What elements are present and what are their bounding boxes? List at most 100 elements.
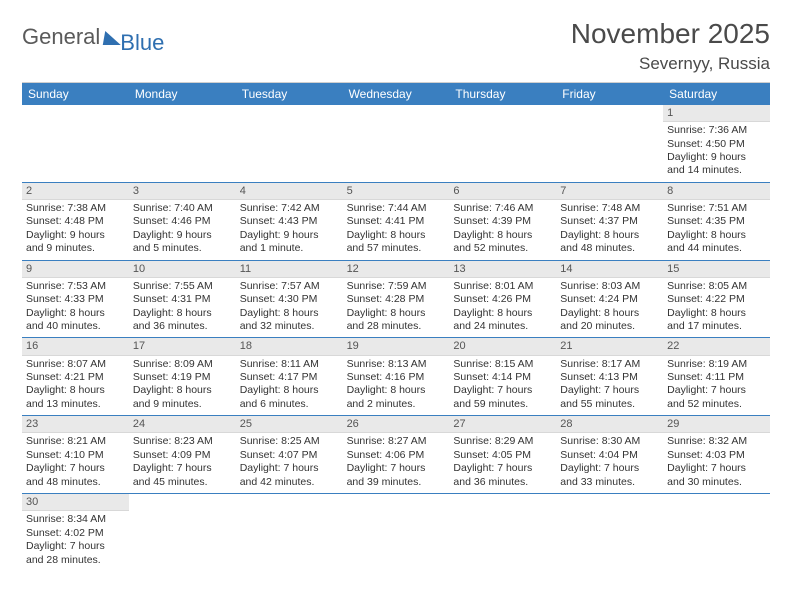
day-number: 3 [129, 183, 236, 200]
day-number: 24 [129, 416, 236, 433]
day-day1: Daylight: 7 hours [667, 462, 766, 475]
day-sunset: Sunset: 4:09 PM [133, 449, 232, 462]
day-day2: and 5 minutes. [133, 242, 232, 255]
empty-day-cell [129, 494, 236, 571]
week-row: 1Sunrise: 7:36 AMSunset: 4:50 PMDaylight… [22, 105, 770, 183]
day-cell: 14Sunrise: 8:03 AMSunset: 4:24 PMDayligh… [556, 261, 663, 338]
day-day2: and 2 minutes. [347, 398, 446, 411]
day-cell: 17Sunrise: 8:09 AMSunset: 4:19 PMDayligh… [129, 338, 236, 415]
day-sunset: Sunset: 4:28 PM [347, 293, 446, 306]
weekday-header: Friday [556, 83, 663, 105]
day-body: Sunrise: 7:48 AMSunset: 4:37 PMDaylight:… [556, 200, 663, 260]
day-number: 6 [449, 183, 556, 200]
weekday-header: Monday [129, 83, 236, 105]
empty-day-cell [343, 494, 450, 571]
day-day1: Daylight: 8 hours [667, 229, 766, 242]
week-row: 16Sunrise: 8:07 AMSunset: 4:21 PMDayligh… [22, 338, 770, 416]
day-sunset: Sunset: 4:21 PM [26, 371, 125, 384]
empty-day-cell [449, 494, 556, 571]
day-day1: Daylight: 8 hours [667, 307, 766, 320]
day-number: 5 [343, 183, 450, 200]
day-body: Sunrise: 7:42 AMSunset: 4:43 PMDaylight:… [236, 200, 343, 260]
month-title: November 2025 [571, 18, 770, 50]
day-body: Sunrise: 7:55 AMSunset: 4:31 PMDaylight:… [129, 278, 236, 338]
title-block: November 2025 Severnyy, Russia [571, 18, 770, 74]
day-day1: Daylight: 8 hours [26, 384, 125, 397]
day-day2: and 17 minutes. [667, 320, 766, 333]
day-cell: 30Sunrise: 8:34 AMSunset: 4:02 PMDayligh… [22, 494, 129, 571]
day-sunrise: Sunrise: 7:59 AM [347, 280, 446, 293]
day-day2: and 59 minutes. [453, 398, 552, 411]
day-number: 19 [343, 338, 450, 355]
day-sunset: Sunset: 4:30 PM [240, 293, 339, 306]
day-day2: and 39 minutes. [347, 476, 446, 489]
day-day1: Daylight: 7 hours [240, 462, 339, 475]
day-number: 8 [663, 183, 770, 200]
day-day1: Daylight: 8 hours [453, 307, 552, 320]
day-cell: 28Sunrise: 8:30 AMSunset: 4:04 PMDayligh… [556, 416, 663, 493]
day-sunset: Sunset: 4:07 PM [240, 449, 339, 462]
logo-text-blue: Blue [120, 30, 164, 56]
day-number: 26 [343, 416, 450, 433]
header: General Blue November 2025 Severnyy, Rus… [22, 18, 770, 74]
day-day1: Daylight: 7 hours [560, 462, 659, 475]
day-cell: 15Sunrise: 8:05 AMSunset: 4:22 PMDayligh… [663, 261, 770, 338]
day-day1: Daylight: 9 hours [240, 229, 339, 242]
day-sunrise: Sunrise: 8:21 AM [26, 435, 125, 448]
day-day2: and 55 minutes. [560, 398, 659, 411]
empty-day-cell [663, 494, 770, 571]
day-day1: Daylight: 8 hours [240, 307, 339, 320]
day-cell: 8Sunrise: 7:51 AMSunset: 4:35 PMDaylight… [663, 183, 770, 260]
day-sunrise: Sunrise: 8:13 AM [347, 358, 446, 371]
day-day2: and 9 minutes. [133, 398, 232, 411]
day-cell: 22Sunrise: 8:19 AMSunset: 4:11 PMDayligh… [663, 338, 770, 415]
day-number: 14 [556, 261, 663, 278]
empty-day-cell [556, 105, 663, 182]
day-sunrise: Sunrise: 8:32 AM [667, 435, 766, 448]
day-number: 27 [449, 416, 556, 433]
day-body: Sunrise: 8:25 AMSunset: 4:07 PMDaylight:… [236, 433, 343, 493]
day-sunrise: Sunrise: 8:01 AM [453, 280, 552, 293]
weekday-header: Sunday [22, 83, 129, 105]
location: Severnyy, Russia [571, 54, 770, 74]
day-day2: and 57 minutes. [347, 242, 446, 255]
day-day1: Daylight: 9 hours [133, 229, 232, 242]
week-row: 30Sunrise: 8:34 AMSunset: 4:02 PMDayligh… [22, 494, 770, 571]
logo: General Blue [22, 18, 170, 50]
day-day2: and 9 minutes. [26, 242, 125, 255]
day-sunrise: Sunrise: 7:55 AM [133, 280, 232, 293]
day-day1: Daylight: 8 hours [347, 307, 446, 320]
day-cell: 21Sunrise: 8:17 AMSunset: 4:13 PMDayligh… [556, 338, 663, 415]
day-cell: 4Sunrise: 7:42 AMSunset: 4:43 PMDaylight… [236, 183, 343, 260]
day-day1: Daylight: 8 hours [560, 229, 659, 242]
day-day2: and 48 minutes. [26, 476, 125, 489]
day-cell: 12Sunrise: 7:59 AMSunset: 4:28 PMDayligh… [343, 261, 450, 338]
day-day2: and 45 minutes. [133, 476, 232, 489]
day-cell: 7Sunrise: 7:48 AMSunset: 4:37 PMDaylight… [556, 183, 663, 260]
day-day2: and 36 minutes. [133, 320, 232, 333]
day-cell: 23Sunrise: 8:21 AMSunset: 4:10 PMDayligh… [22, 416, 129, 493]
day-body: Sunrise: 8:05 AMSunset: 4:22 PMDaylight:… [663, 278, 770, 338]
day-sunrise: Sunrise: 7:44 AM [347, 202, 446, 215]
day-cell: 25Sunrise: 8:25 AMSunset: 4:07 PMDayligh… [236, 416, 343, 493]
day-cell: 9Sunrise: 7:53 AMSunset: 4:33 PMDaylight… [22, 261, 129, 338]
day-number: 1 [663, 105, 770, 122]
day-day1: Daylight: 7 hours [26, 540, 125, 553]
day-day1: Daylight: 9 hours [667, 151, 766, 164]
day-body: Sunrise: 7:38 AMSunset: 4:48 PMDaylight:… [22, 200, 129, 260]
day-body: Sunrise: 8:29 AMSunset: 4:05 PMDaylight:… [449, 433, 556, 493]
day-sunset: Sunset: 4:03 PM [667, 449, 766, 462]
day-sunset: Sunset: 4:19 PM [133, 371, 232, 384]
day-cell: 5Sunrise: 7:44 AMSunset: 4:41 PMDaylight… [343, 183, 450, 260]
day-body: Sunrise: 8:21 AMSunset: 4:10 PMDaylight:… [22, 433, 129, 493]
day-day2: and 33 minutes. [560, 476, 659, 489]
day-day1: Daylight: 7 hours [453, 462, 552, 475]
day-sunrise: Sunrise: 8:05 AM [667, 280, 766, 293]
day-sunrise: Sunrise: 7:40 AM [133, 202, 232, 215]
day-cell: 18Sunrise: 8:11 AMSunset: 4:17 PMDayligh… [236, 338, 343, 415]
day-sunrise: Sunrise: 8:17 AM [560, 358, 659, 371]
day-cell: 11Sunrise: 7:57 AMSunset: 4:30 PMDayligh… [236, 261, 343, 338]
day-sunset: Sunset: 4:04 PM [560, 449, 659, 462]
day-day2: and 48 minutes. [560, 242, 659, 255]
day-sunrise: Sunrise: 8:34 AM [26, 513, 125, 526]
